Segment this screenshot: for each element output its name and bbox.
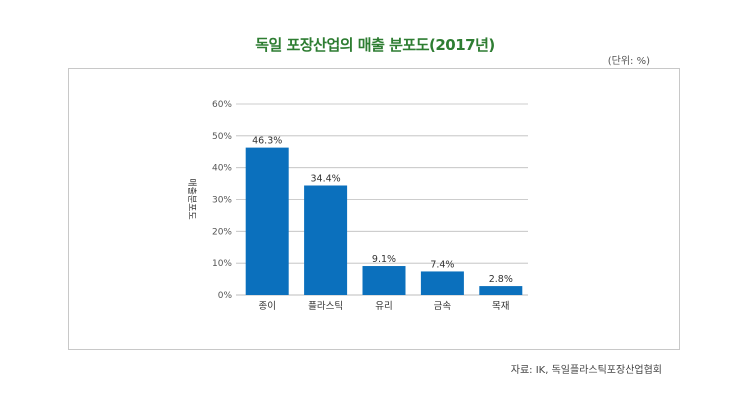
bar-1 [245, 147, 289, 295]
source-note: 자료: IK, 독일플라스틱포장산업협회 [510, 365, 662, 376]
data-label: 9.1% [372, 254, 396, 265]
category-label: 종이 [258, 301, 275, 312]
category-label: 유리 [375, 301, 392, 312]
data-label: 7.4% [430, 259, 454, 270]
y-tick-label: 40% [212, 164, 232, 174]
category-label: 금속 [434, 301, 452, 312]
x-axis-categories: 종이 플라스틱 유리 금속 목재 [258, 300, 509, 312]
bar-4 [420, 271, 464, 295]
data-label: 34.4% [311, 173, 341, 184]
chart-frame [68, 68, 680, 350]
y-tick-label: 60% [212, 100, 232, 110]
y-tick-label: 10% [212, 259, 232, 269]
y-axis-ticks: 0% 10% 20% 30% 40% 50% 60% [212, 100, 232, 301]
data-labels: 46.3% 34.4% 9.1% 7.4% 2.8% [252, 136, 513, 285]
y-axis-label: 매출분포도 [186, 178, 197, 219]
y-tick-label: 50% [212, 132, 232, 142]
bar-2 [304, 185, 348, 295]
bars [245, 147, 523, 295]
unit-note: (단위: %) [607, 56, 650, 67]
y-tick-label: 30% [212, 196, 232, 206]
category-label: 플라스틱 [308, 300, 343, 312]
bar-5 [479, 286, 523, 295]
data-label: 2.8% [489, 274, 513, 285]
bar-3 [362, 266, 406, 295]
category-label: 목재 [492, 301, 509, 312]
data-label: 46.3% [252, 136, 282, 147]
y-tick-label: 20% [212, 227, 232, 237]
y-tick-label: 0% [218, 291, 233, 301]
chart-title: 독일 포장산업의 매출 분포도(2017년) [255, 36, 495, 54]
